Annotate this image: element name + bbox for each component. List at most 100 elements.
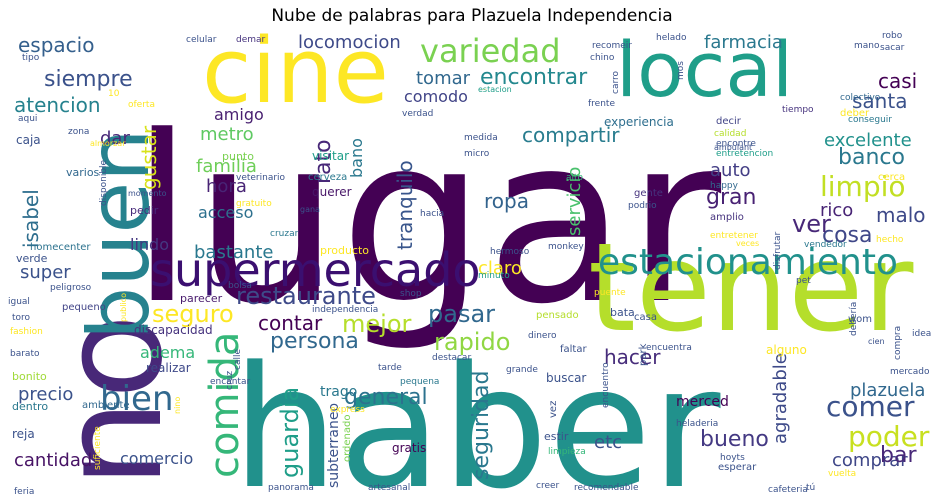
word-pensado: pensado [536, 310, 579, 321]
word-metro: metro [200, 124, 254, 145]
word-independencia: independencia [312, 305, 378, 315]
word-discapacidad: discapacidad [134, 323, 213, 337]
word-cafeteria: cafeteria [768, 485, 808, 495]
word-feria: feria [14, 487, 34, 497]
word-toro: toro [12, 313, 31, 323]
word-aqui: aqui [18, 114, 37, 124]
word-varios: varios [66, 166, 100, 179]
word-farmacia: farmacia [704, 32, 783, 53]
word-santa: santa [852, 89, 907, 113]
word-contar: contar [258, 311, 323, 335]
word-park: park [638, 343, 649, 366]
word-estacionamiento: estacionamiento [598, 242, 898, 283]
word-rico: rico [820, 200, 853, 221]
word-pedir: pedir [130, 204, 159, 217]
word-heladeria: heladeria [676, 419, 718, 429]
word-bueno: bueno [700, 427, 769, 452]
word-chino: chino [590, 53, 615, 63]
word-bata: bata [610, 306, 635, 319]
word-trago: trago [320, 384, 357, 400]
word-hora: hora [206, 176, 247, 197]
word-claro: claro [478, 258, 522, 279]
word-comodo: comodo [404, 87, 468, 106]
word-hermoso: hermoso [490, 247, 530, 257]
word-zona: zona [68, 127, 89, 137]
word-merced: merced [676, 394, 729, 410]
word-guardia: guardia [276, 387, 304, 478]
word-alguno: alguno [766, 343, 807, 357]
word-espacio: espacio [18, 33, 94, 57]
word-amplio: amplio [710, 212, 744, 223]
word-gustar: gustar [137, 125, 161, 190]
word-poder: poder [848, 420, 930, 453]
word-peligroso: peligroso [50, 283, 92, 293]
word-cantidad: cantidad [14, 450, 92, 471]
word-cine: cine [202, 19, 389, 124]
word-estir: estir [544, 430, 569, 443]
word-mejor: mejor [342, 310, 411, 338]
word-express: express [330, 405, 365, 415]
word-local: local [616, 25, 793, 114]
word-happy: happy [710, 181, 739, 191]
word-hacia: hacia [420, 209, 444, 219]
word-decir: decir [716, 116, 742, 127]
word-esperar: esperar [718, 462, 757, 473]
word-minuto: minuto [478, 271, 510, 281]
word-carro: carro [611, 70, 621, 94]
word-colectivo: colectivo [840, 93, 881, 103]
word-pasar: pasar [428, 300, 495, 328]
word-suficiente: suficiente [93, 426, 103, 470]
word-hacer: hacer [604, 345, 661, 369]
word-recomeir: recomeir [592, 41, 632, 51]
word-gratis: gratis [392, 441, 426, 455]
word-lindo: lindo [130, 235, 169, 254]
word-monkey: monkey [548, 242, 584, 252]
word-rato: rato [311, 139, 336, 184]
word-haber: haber [232, 330, 721, 504]
word-cruzar: cruzar [270, 229, 299, 239]
word-super: super [20, 262, 71, 283]
word-comercio: comercio [120, 449, 193, 468]
word-cerveza: cerveza [308, 172, 347, 183]
word-vuelta: vuelta [828, 469, 856, 479]
word-punto: punto [222, 150, 254, 163]
word-rapido: rapido [434, 328, 510, 356]
word-bano: bano [347, 138, 366, 178]
word-pequena: pequena [400, 377, 439, 387]
word-deber: deber [840, 108, 870, 119]
word-mercado: mercado [890, 367, 930, 377]
word-encontrar: encontrar [480, 65, 588, 90]
word-calidad: calidad [714, 129, 746, 139]
word-tiempo: tiempo [782, 105, 814, 115]
word-homecenter: homecenter [30, 242, 91, 253]
word-cruz: cruz [225, 371, 235, 390]
word-dinero: dinero [528, 331, 557, 341]
word-demar: demar [236, 35, 266, 45]
word-pequeno: pequeno [62, 302, 106, 313]
word-medida: medida [464, 133, 498, 143]
word-encuentra: encuentra [646, 343, 692, 353]
word-supermercado: supermercado [150, 243, 481, 297]
word-limpio: limpio [820, 170, 906, 203]
word-helado: helado [656, 33, 687, 43]
word-cosa: cosa [822, 223, 873, 248]
word-dentro: dentro [12, 400, 48, 413]
word-nino: nino [173, 397, 182, 414]
word-querer: querer [312, 185, 352, 199]
word-agradable: agradable [770, 353, 791, 444]
chart-title: Nube de palabras para Plazuela Independe… [271, 6, 673, 26]
word-limpieza: limpieza [548, 447, 586, 457]
word-auto: auto [710, 160, 751, 181]
word-encontre: encontre [716, 139, 756, 149]
word-comida: comida [202, 332, 248, 478]
word-gran: gran [706, 185, 756, 210]
word-robo: robo [882, 31, 903, 41]
word-barato: barato [10, 349, 40, 359]
word-ver: ver [792, 210, 831, 238]
word-sacar: sacar [880, 43, 905, 53]
word-tarde: tarde [378, 363, 402, 373]
word-atencion: atencion [14, 93, 101, 117]
word-momento: momento [128, 189, 167, 198]
word-general: general [344, 385, 428, 410]
